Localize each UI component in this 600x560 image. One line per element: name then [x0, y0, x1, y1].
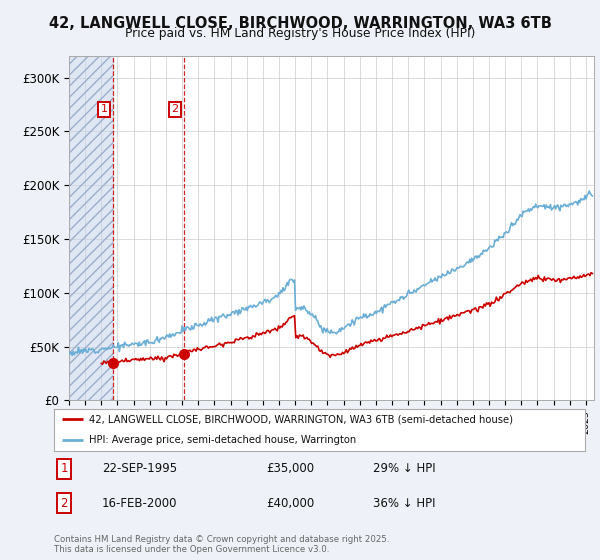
- Bar: [69, 56, 113, 400]
- Text: HPI: Average price, semi-detached house, Warrington: HPI: Average price, semi-detached house,…: [89, 435, 356, 445]
- Text: £35,000: £35,000: [266, 463, 314, 475]
- Text: 42, LANGWELL CLOSE, BIRCHWOOD, WARRINGTON, WA3 6TB: 42, LANGWELL CLOSE, BIRCHWOOD, WARRINGTO…: [49, 16, 551, 31]
- Text: 22-SEP-1995: 22-SEP-1995: [102, 463, 177, 475]
- Text: 16-FEB-2000: 16-FEB-2000: [102, 497, 177, 510]
- Bar: [69, 56, 113, 400]
- Text: 42, LANGWELL CLOSE, BIRCHWOOD, WARRINGTON, WA3 6TB (semi-detached house): 42, LANGWELL CLOSE, BIRCHWOOD, WARRINGTO…: [89, 414, 512, 424]
- Text: 2: 2: [61, 497, 68, 510]
- Text: 2: 2: [172, 104, 179, 114]
- Text: 1: 1: [101, 104, 107, 114]
- Text: Price paid vs. HM Land Registry's House Price Index (HPI): Price paid vs. HM Land Registry's House …: [125, 27, 475, 40]
- Text: 29% ↓ HPI: 29% ↓ HPI: [373, 463, 435, 475]
- Text: 36% ↓ HPI: 36% ↓ HPI: [373, 497, 435, 510]
- Text: 1: 1: [61, 463, 68, 475]
- Text: £40,000: £40,000: [266, 497, 314, 510]
- Text: Contains HM Land Registry data © Crown copyright and database right 2025.
This d: Contains HM Land Registry data © Crown c…: [54, 535, 389, 554]
